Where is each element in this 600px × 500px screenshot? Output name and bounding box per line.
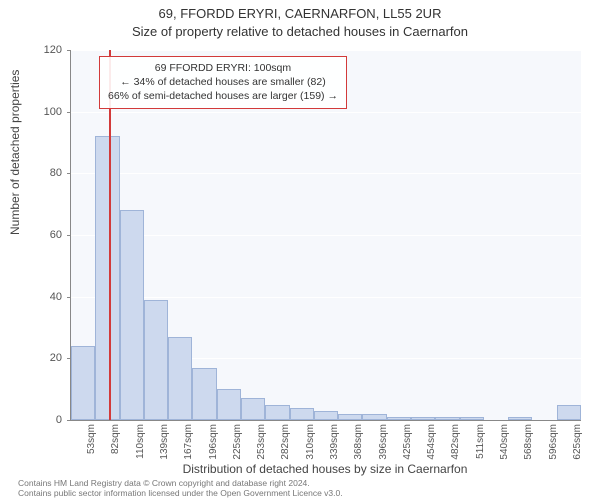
bar bbox=[192, 368, 216, 420]
x-tick-label: 282sqm bbox=[280, 424, 291, 464]
x-tick-label: 454sqm bbox=[426, 424, 437, 464]
x-tick-label: 368sqm bbox=[353, 424, 364, 464]
y-axis-ticks: 020406080100120 bbox=[36, 50, 66, 420]
bar bbox=[411, 417, 435, 420]
x-tick-label: 540sqm bbox=[499, 424, 510, 464]
x-tick-label: 167sqm bbox=[183, 424, 194, 464]
plot-area: 69 FFORDD ERYRI: 100sqm ← 34% of detache… bbox=[70, 50, 581, 421]
chart-container: { "title_line1": "69, FFORDD ERYRI, CAER… bbox=[0, 0, 600, 500]
y-tick-label: 0 bbox=[32, 414, 62, 426]
x-tick-label: 139sqm bbox=[159, 424, 170, 464]
x-tick-label: 568sqm bbox=[523, 424, 534, 464]
bar bbox=[435, 417, 459, 420]
x-tick-label: 482sqm bbox=[450, 424, 461, 464]
x-tick-label: 225sqm bbox=[232, 424, 243, 464]
y-tick-label: 20 bbox=[32, 352, 62, 364]
y-axis-label: Number of detached properties bbox=[8, 70, 22, 235]
footer-line1: Contains HM Land Registry data © Crown c… bbox=[18, 478, 343, 488]
x-axis-tick-labels: 53sqm 82sqm 110sqm 139sqm 167sqm 196sqm 225sqm… bbox=[70, 424, 580, 464]
bar bbox=[557, 405, 581, 420]
bar bbox=[168, 337, 192, 420]
x-tick-label: 339sqm bbox=[329, 424, 340, 464]
bar bbox=[290, 408, 314, 420]
x-tick-label: 625sqm bbox=[572, 424, 583, 464]
annotation-line3: 66% of semi-detached houses are larger (… bbox=[108, 89, 338, 103]
bar bbox=[362, 414, 386, 420]
y-tick-mark bbox=[67, 358, 71, 359]
y-tick-mark bbox=[67, 173, 71, 174]
y-tick-label: 40 bbox=[32, 291, 62, 303]
bar bbox=[120, 210, 144, 420]
x-tick-label: 110sqm bbox=[135, 424, 146, 464]
y-tick-label: 100 bbox=[32, 106, 62, 118]
y-tick-mark bbox=[67, 235, 71, 236]
bar bbox=[265, 405, 289, 420]
x-tick-label: 596sqm bbox=[548, 424, 559, 464]
y-tick-mark bbox=[67, 112, 71, 113]
x-tick-label: 511sqm bbox=[475, 424, 486, 464]
y-tick-mark bbox=[67, 420, 71, 421]
x-tick-label: 253sqm bbox=[256, 424, 267, 464]
bar bbox=[460, 417, 484, 420]
annotation-line1: 69 FFORDD ERYRI: 100sqm bbox=[108, 61, 338, 75]
x-axis-label: Distribution of detached houses by size … bbox=[70, 462, 580, 476]
annotation-line2: ← 34% of detached houses are smaller (82… bbox=[108, 75, 338, 89]
y-tick-mark bbox=[67, 50, 71, 51]
bar bbox=[71, 346, 95, 420]
x-tick-label: 425sqm bbox=[402, 424, 413, 464]
bar bbox=[338, 414, 362, 420]
footer-line2: Contains public sector information licen… bbox=[18, 488, 343, 498]
bar bbox=[217, 389, 241, 420]
y-tick-label: 120 bbox=[32, 44, 62, 56]
bar bbox=[508, 417, 532, 420]
x-tick-label: 310sqm bbox=[305, 424, 316, 464]
x-tick-label: 396sqm bbox=[378, 424, 389, 464]
bar bbox=[95, 136, 119, 420]
chart-title-address: 69, FFORDD ERYRI, CAERNARFON, LL55 2UR bbox=[0, 6, 600, 21]
x-tick-label: 196sqm bbox=[208, 424, 219, 464]
y-tick-mark bbox=[67, 297, 71, 298]
annotation-box: 69 FFORDD ERYRI: 100sqm ← 34% of detache… bbox=[99, 56, 347, 109]
bar bbox=[314, 411, 338, 420]
bar bbox=[144, 300, 168, 420]
y-tick-label: 60 bbox=[32, 229, 62, 241]
bar bbox=[241, 398, 265, 420]
bar bbox=[387, 417, 411, 420]
y-tick-label: 80 bbox=[32, 167, 62, 179]
x-tick-label: 53sqm bbox=[86, 424, 97, 464]
x-tick-label: 82sqm bbox=[110, 424, 121, 464]
footer-attribution: Contains HM Land Registry data © Crown c… bbox=[18, 478, 343, 498]
chart-subtitle: Size of property relative to detached ho… bbox=[0, 24, 600, 39]
